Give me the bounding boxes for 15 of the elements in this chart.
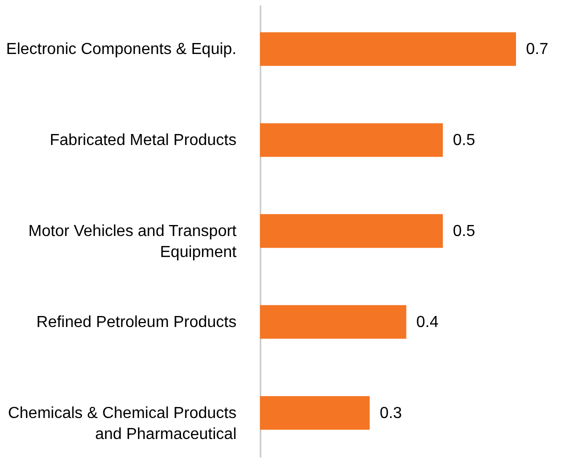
bar [260,123,443,157]
bar [260,214,443,248]
data-label: 0.5 [452,223,476,240]
bar [260,32,516,66]
bar [260,305,406,339]
y-tick-label: Fabricated Metal Products [50,132,236,150]
y-tick-label: Electronic Components & Equip. [6,41,236,58]
data-label: 0.7 [526,41,548,58]
data-label: 0.3 [380,404,402,422]
y-tick-label: Motor Vehicles and Transport Equipment [28,223,238,261]
data-label: 0.5 [452,132,476,150]
data-label: 0.4 [416,314,439,331]
y-tick-label: Chemicals & Chemical Products and Pharmaceutical [8,404,236,443]
y-tick-label: Refined Petroleum Products [36,314,236,331]
bar [260,396,370,430]
